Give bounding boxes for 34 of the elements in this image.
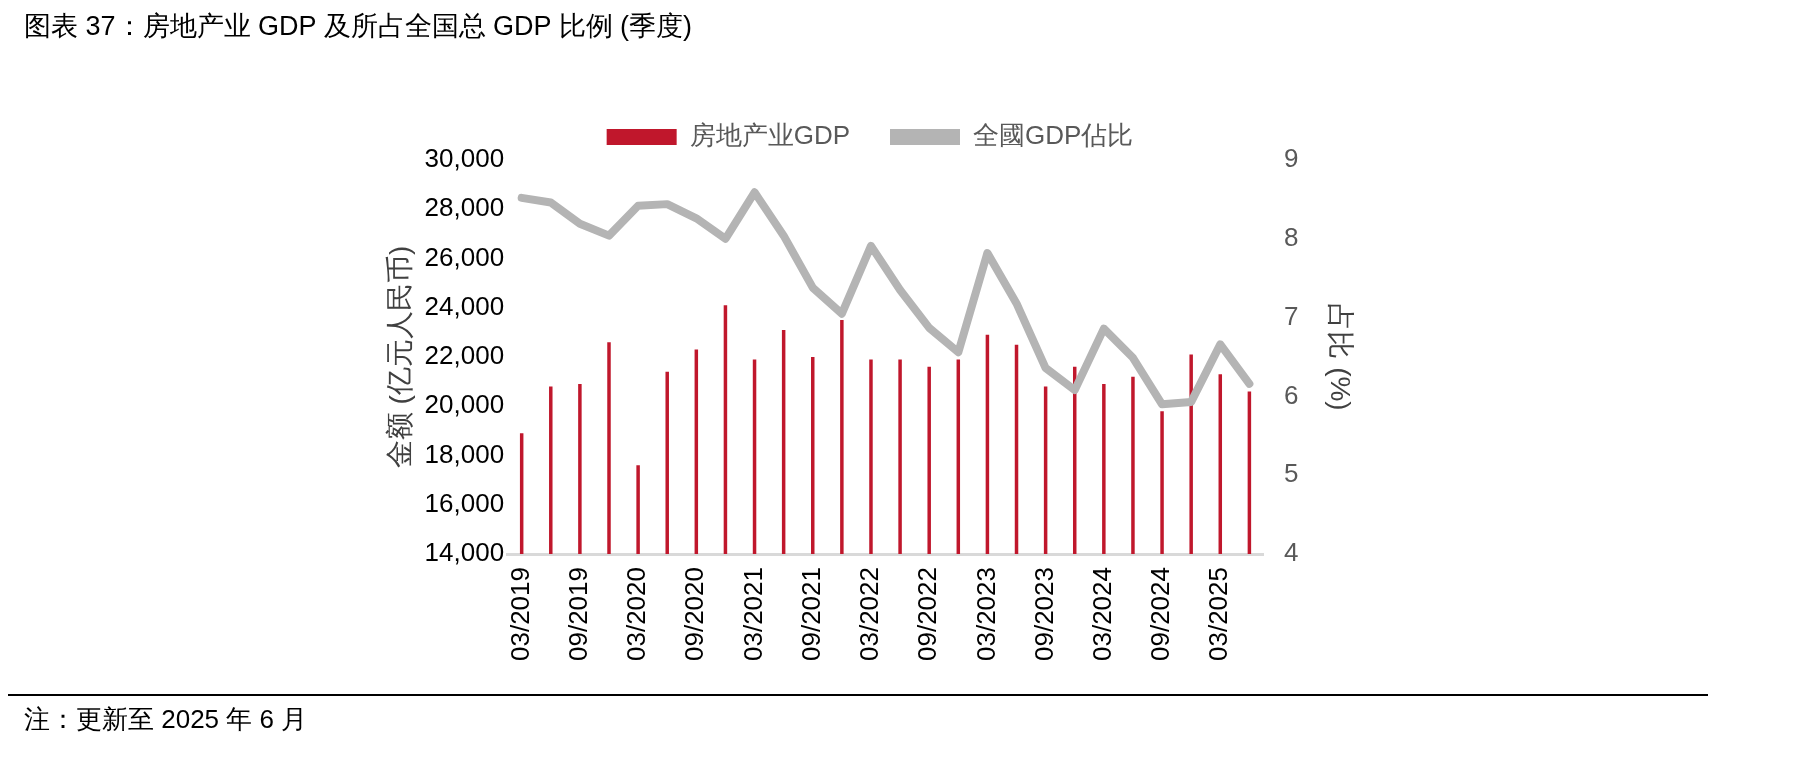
y2-tick-label: 9	[1283, 143, 1299, 174]
y-tick-label: 18,000	[424, 438, 505, 469]
y2-tick-label: 5	[1283, 458, 1299, 489]
legend-label: 全國GDP佔比	[973, 120, 1134, 151]
x-tick-label: 03/2020	[621, 567, 652, 661]
y-axis-title: 金额 (亿元人民币)	[383, 245, 415, 469]
x-tick-label: 03/2024	[1087, 567, 1118, 661]
x-tick-label: 03/2019	[504, 567, 535, 661]
x-tick-label: 03/2023	[970, 567, 1001, 661]
y-tick-label: 14,000	[424, 537, 505, 568]
x-tick-label: 09/2022	[912, 567, 943, 661]
x-tick-label: 09/2021	[795, 567, 826, 661]
y-tick-label: 20,000	[424, 389, 505, 420]
y2-tick-label: 6	[1283, 379, 1299, 410]
y-tick-label: 24,000	[424, 290, 505, 321]
x-tick-label: 09/2023	[1028, 567, 1059, 661]
x-tick-label: 03/2025	[1203, 567, 1234, 661]
chart-title: 图表 37：房地产业 GDP 及所占全国总 GDP 比例 (季度)	[23, 10, 694, 43]
x-tick-label: 03/2021	[737, 567, 768, 661]
y-tick-label: 26,000	[424, 241, 505, 272]
y-tick-label: 16,000	[424, 487, 505, 518]
x-tick-label: 09/2020	[679, 567, 710, 661]
y2-tick-label: 7	[1283, 300, 1299, 331]
y-tick-label: 22,000	[424, 340, 505, 371]
x-tick-label: 09/2019	[563, 567, 594, 661]
y2-axis-title: 占比 (%)	[1325, 303, 1357, 411]
y2-tick-label: 4	[1283, 537, 1299, 568]
x-tick-label: 03/2022	[854, 567, 885, 661]
y-tick-label: 28,000	[424, 192, 505, 223]
text: 注：更新至 2025 年 6 月	[23, 703, 309, 736]
y-tick-label: 30,000	[424, 143, 505, 174]
y2-tick-label: 8	[1283, 221, 1299, 252]
legend-label: 房地产业GDP	[689, 120, 850, 151]
x-tick-label: 09/2024	[1145, 567, 1176, 661]
